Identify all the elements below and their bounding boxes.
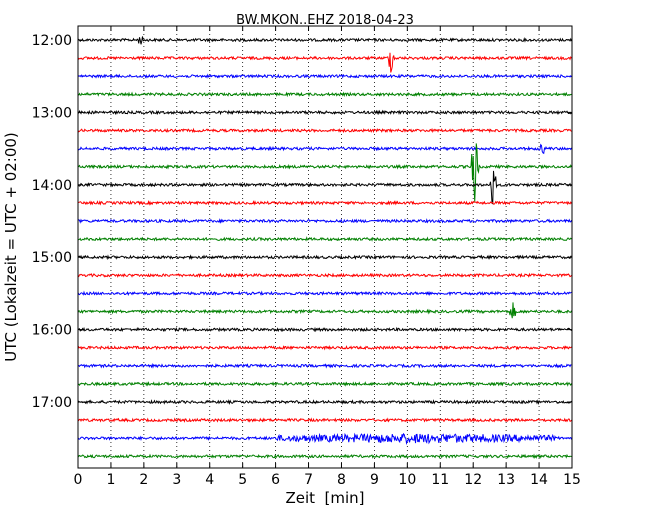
x-tick-label: 11 xyxy=(431,472,449,488)
y-tick-label: 13:00 xyxy=(32,105,72,121)
trace-1730 xyxy=(77,432,572,446)
x-axis: 0 1 2 3 4 5 6 7 8 9 10 11 12 13 14 15 xyxy=(74,26,581,488)
grid xyxy=(110,26,540,468)
x-tick-label: 10 xyxy=(398,472,416,488)
trace-1300 xyxy=(77,109,572,116)
x-tick-label: 14 xyxy=(530,472,548,488)
trace-1700 xyxy=(77,399,572,406)
trace-1545 xyxy=(77,302,572,319)
trace-1230 xyxy=(77,73,572,80)
trace-1430 xyxy=(77,218,572,224)
trace-1645 xyxy=(77,381,572,387)
y-tick-label: 12:00 xyxy=(32,33,72,49)
x-tick-label: 15 xyxy=(563,472,581,488)
x-tick-label: 4 xyxy=(205,472,214,488)
trace-1500 xyxy=(77,254,572,261)
x-tick-label: 5 xyxy=(238,472,247,488)
plot-frame xyxy=(77,25,573,469)
trace-1345 xyxy=(77,143,572,202)
x-tick-label: 6 xyxy=(271,472,280,488)
y-axis-label: UTC (Lokalzeit = UTC + 02:00) xyxy=(2,132,20,362)
trace-1600 xyxy=(77,326,572,333)
y-tick-label: 16:00 xyxy=(32,323,72,339)
y-tick-label: 15:00 xyxy=(32,250,72,266)
x-tick-label: 12 xyxy=(464,472,482,488)
trace-1215 xyxy=(77,52,572,73)
trace-1245 xyxy=(77,91,572,98)
trace-1445 xyxy=(77,236,572,242)
traces xyxy=(77,36,572,459)
x-tick-label: 1 xyxy=(106,472,115,488)
trace-1200 xyxy=(77,36,572,45)
y-axis: 12:00 13:00 14:00 15:00 16:00 17:00 xyxy=(32,33,572,411)
x-tick-label: 8 xyxy=(337,472,346,488)
x-axis-label: Zeit [min] xyxy=(285,489,364,507)
trace-1615 xyxy=(77,345,572,351)
x-tick-label: 13 xyxy=(497,472,515,488)
y-tick-label: 17:00 xyxy=(32,395,72,411)
trace-1415 xyxy=(78,200,572,206)
trace-1400 xyxy=(77,170,572,205)
y-tick-label: 14:00 xyxy=(32,178,72,194)
x-tick-label: 0 xyxy=(74,472,83,488)
x-tick-label: 9 xyxy=(370,472,379,488)
trace-1530 xyxy=(77,290,572,297)
x-tick-label: 3 xyxy=(172,472,181,488)
trace-1745 xyxy=(77,453,572,459)
trace-1515 xyxy=(77,272,572,279)
trace-1315 xyxy=(77,127,572,134)
x-tick-label: 2 xyxy=(139,472,148,488)
trace-1630 xyxy=(77,362,572,369)
trace-1715 xyxy=(77,417,572,423)
trace-1330 xyxy=(77,143,572,155)
x-tick-label: 7 xyxy=(304,472,313,488)
chart-title: BW.MKON..EHZ 2018-04-23 xyxy=(236,13,414,28)
